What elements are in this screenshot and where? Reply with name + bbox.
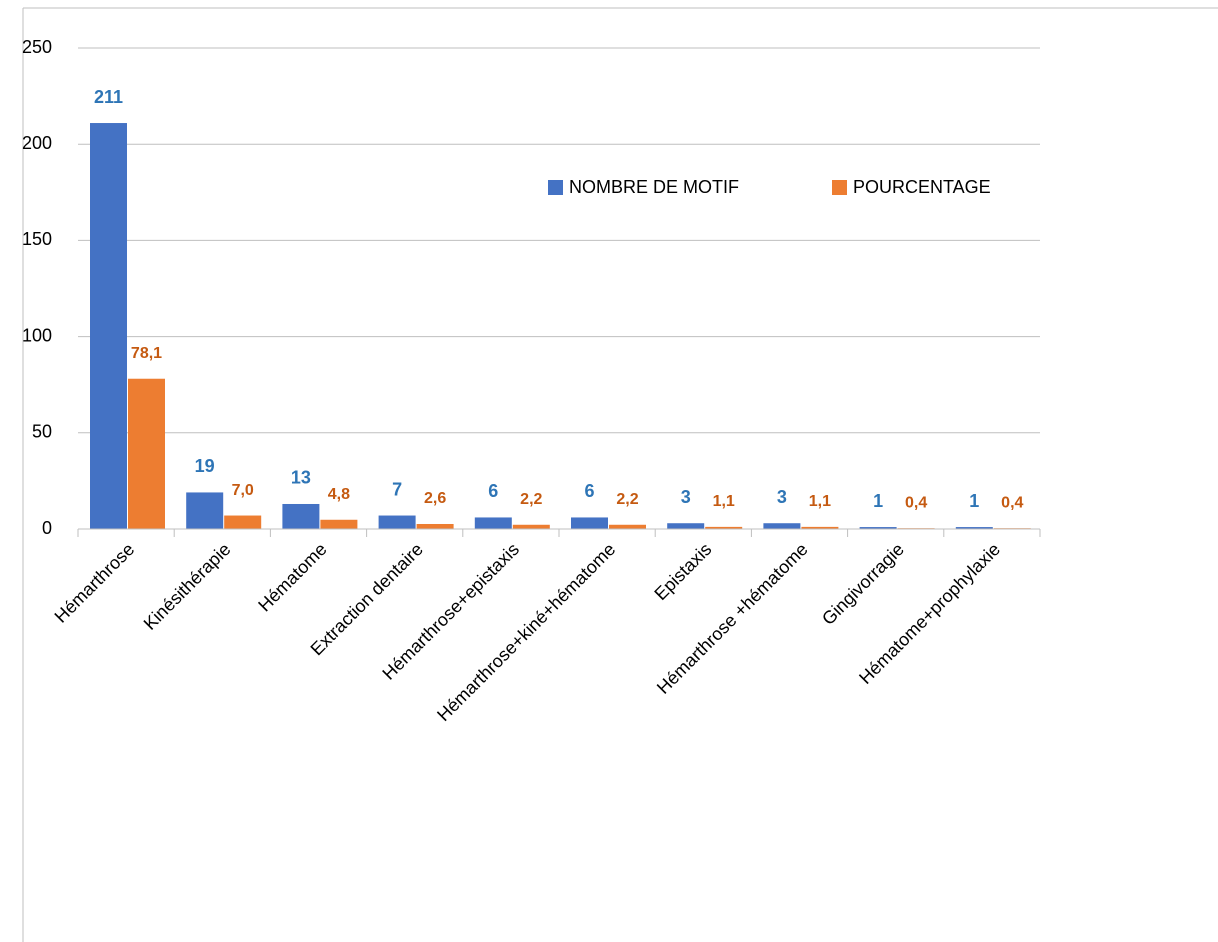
- bar: [859, 527, 897, 529]
- bar: [512, 524, 550, 529]
- x-tick-label: Hémarthrose+kiné+hématome: [433, 539, 619, 725]
- x-tick-label: Hémarthrose: [51, 539, 139, 627]
- data-label: 2,2: [520, 491, 542, 508]
- x-tick-label: Hématome: [254, 539, 330, 615]
- data-label: 0,4: [905, 494, 927, 511]
- data-label: 3: [777, 487, 787, 507]
- bar: [667, 523, 705, 529]
- data-label: 211: [94, 87, 123, 107]
- y-tick-label: 0: [42, 518, 52, 538]
- bar: [186, 492, 224, 529]
- bar: [416, 523, 454, 529]
- data-label: 1: [873, 491, 883, 511]
- legend-swatch: [832, 180, 847, 195]
- data-label: 7: [392, 479, 402, 499]
- bar: [282, 503, 320, 529]
- bar: [571, 517, 608, 529]
- bar: [609, 524, 646, 529]
- bar: [320, 519, 358, 529]
- data-label: 1: [969, 491, 979, 511]
- x-tick-label: Gingivorragie: [818, 539, 908, 629]
- y-tick-label: 50: [32, 422, 52, 442]
- legend-label: NOMBRE DE MOTIF: [569, 177, 739, 197]
- data-label: 7,0: [232, 482, 254, 499]
- y-tick-label: 200: [22, 133, 52, 153]
- data-label: 19: [195, 456, 215, 476]
- data-label: 1,1: [713, 493, 735, 510]
- bar: [90, 123, 127, 529]
- data-label: 6: [488, 481, 498, 501]
- legend-swatch: [548, 180, 563, 195]
- bar: [474, 517, 512, 529]
- bar: [128, 378, 165, 529]
- y-tick-label: 150: [22, 229, 52, 249]
- data-label: 78,1: [131, 345, 162, 362]
- bar: [763, 523, 801, 529]
- bar: [801, 526, 839, 529]
- bar: [224, 515, 262, 529]
- data-label: 3: [681, 487, 691, 507]
- y-tick-label: 250: [22, 37, 52, 57]
- data-label: 2,2: [616, 491, 638, 508]
- data-label: 2,6: [424, 490, 446, 507]
- data-label: 4,8: [328, 486, 350, 503]
- data-label: 1,1: [809, 493, 831, 510]
- data-label: 6: [584, 481, 594, 501]
- data-label: 0,4: [1001, 494, 1023, 511]
- bar: [705, 526, 743, 529]
- data-label: 13: [291, 468, 311, 488]
- x-tick-label: Kinésithérapie: [140, 539, 235, 634]
- x-tick-label: Epistaxis: [650, 539, 715, 604]
- bar: [955, 527, 993, 529]
- legend-label: POURCENTAGE: [853, 177, 991, 197]
- bar: [378, 515, 416, 529]
- y-tick-label: 100: [22, 325, 52, 345]
